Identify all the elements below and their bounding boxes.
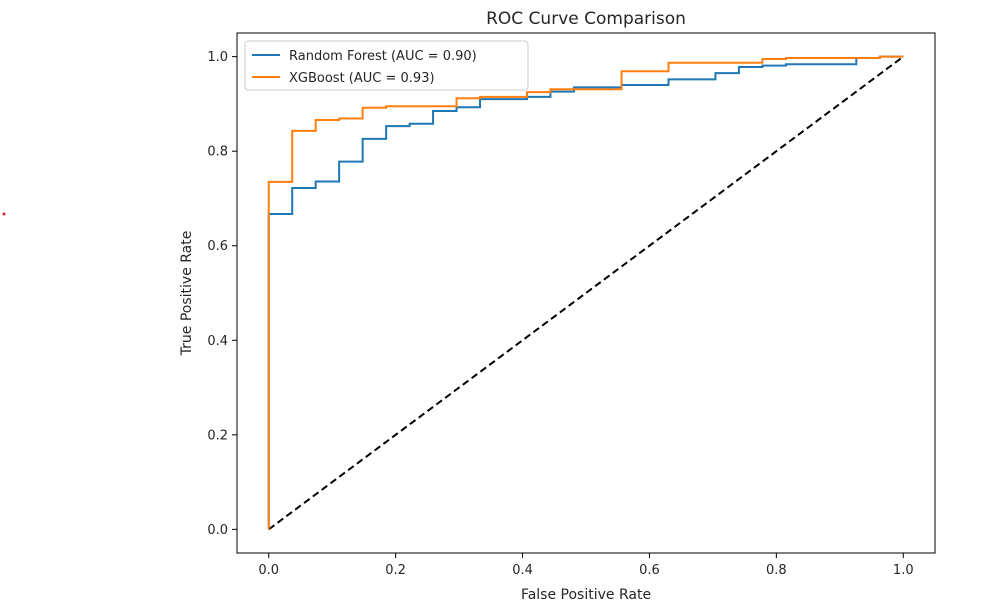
plot-frame: [236, 32, 936, 554]
legend-entry: XGBoost (AUC = 0.93): [289, 71, 435, 86]
x-tick-label: 0.2: [385, 563, 406, 578]
y-tick-label: 0.2: [207, 428, 228, 443]
chart-title: ROC Curve Comparison: [486, 9, 686, 29]
x-tick-label: 0.0: [258, 563, 279, 578]
y-axis-ticks: 0.0 0.2 0.4 0.6 0.8 1.0: [207, 50, 237, 538]
y-tick-label: 0.0: [207, 523, 228, 538]
x-tick-label: 1.0: [893, 563, 914, 578]
x-tick-label: 0.6: [639, 563, 660, 578]
xgboost-line: [267, 55, 904, 530]
red-dot-marker: [2, 212, 6, 216]
x-tick-label: 0.4: [512, 563, 533, 578]
y-tick-label: 0.6: [207, 239, 228, 254]
x-axis-ticks: 0.0 0.2 0.4 0.6 0.8 1.0: [258, 553, 914, 578]
y-tick-label: 0.8: [207, 145, 228, 160]
legend-entry: Random Forest (AUC = 0.90): [289, 49, 477, 64]
legend: Random Forest (AUC = 0.90) XGBoost (AUC =…: [244, 40, 529, 91]
y-tick-label: 1.0: [207, 50, 228, 65]
x-axis-label: False Positive Rate: [521, 587, 651, 603]
x-tick-label: 0.8: [766, 563, 787, 578]
plot-lines: [267, 55, 904, 531]
y-tick-label: 0.4: [207, 334, 228, 349]
legend-box: [244, 40, 529, 91]
y-axis-label: True Positive Rate: [179, 231, 195, 357]
